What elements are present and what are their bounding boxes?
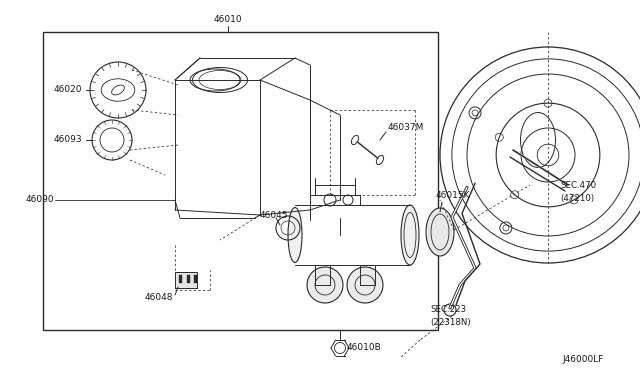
Text: 46090: 46090: [26, 196, 54, 205]
Text: 46010B: 46010B: [347, 343, 381, 353]
Text: J46000LF: J46000LF: [562, 356, 604, 365]
Text: 46045: 46045: [260, 211, 289, 219]
Bar: [175, 272, 197, 288]
Text: SEC.223: SEC.223: [430, 305, 466, 314]
Bar: [187, 275, 190, 283]
Bar: [43, 32, 438, 330]
Text: 46048: 46048: [145, 294, 173, 302]
Bar: [179, 275, 182, 283]
Text: 46020: 46020: [54, 86, 83, 94]
FancyArrowPatch shape: [357, 142, 378, 158]
FancyArrowPatch shape: [357, 142, 378, 158]
Text: (22318N): (22318N): [430, 318, 470, 327]
Circle shape: [347, 267, 383, 303]
Ellipse shape: [288, 208, 302, 263]
Text: 46037M: 46037M: [388, 124, 424, 132]
Text: (47210): (47210): [560, 193, 594, 202]
Text: 46015K: 46015K: [436, 190, 470, 199]
Ellipse shape: [401, 205, 419, 265]
Text: 46010: 46010: [214, 16, 243, 25]
Text: SEC.470: SEC.470: [560, 180, 596, 189]
Bar: [194, 275, 197, 283]
Circle shape: [307, 267, 343, 303]
Ellipse shape: [426, 208, 454, 256]
Text: 46093: 46093: [54, 135, 83, 144]
